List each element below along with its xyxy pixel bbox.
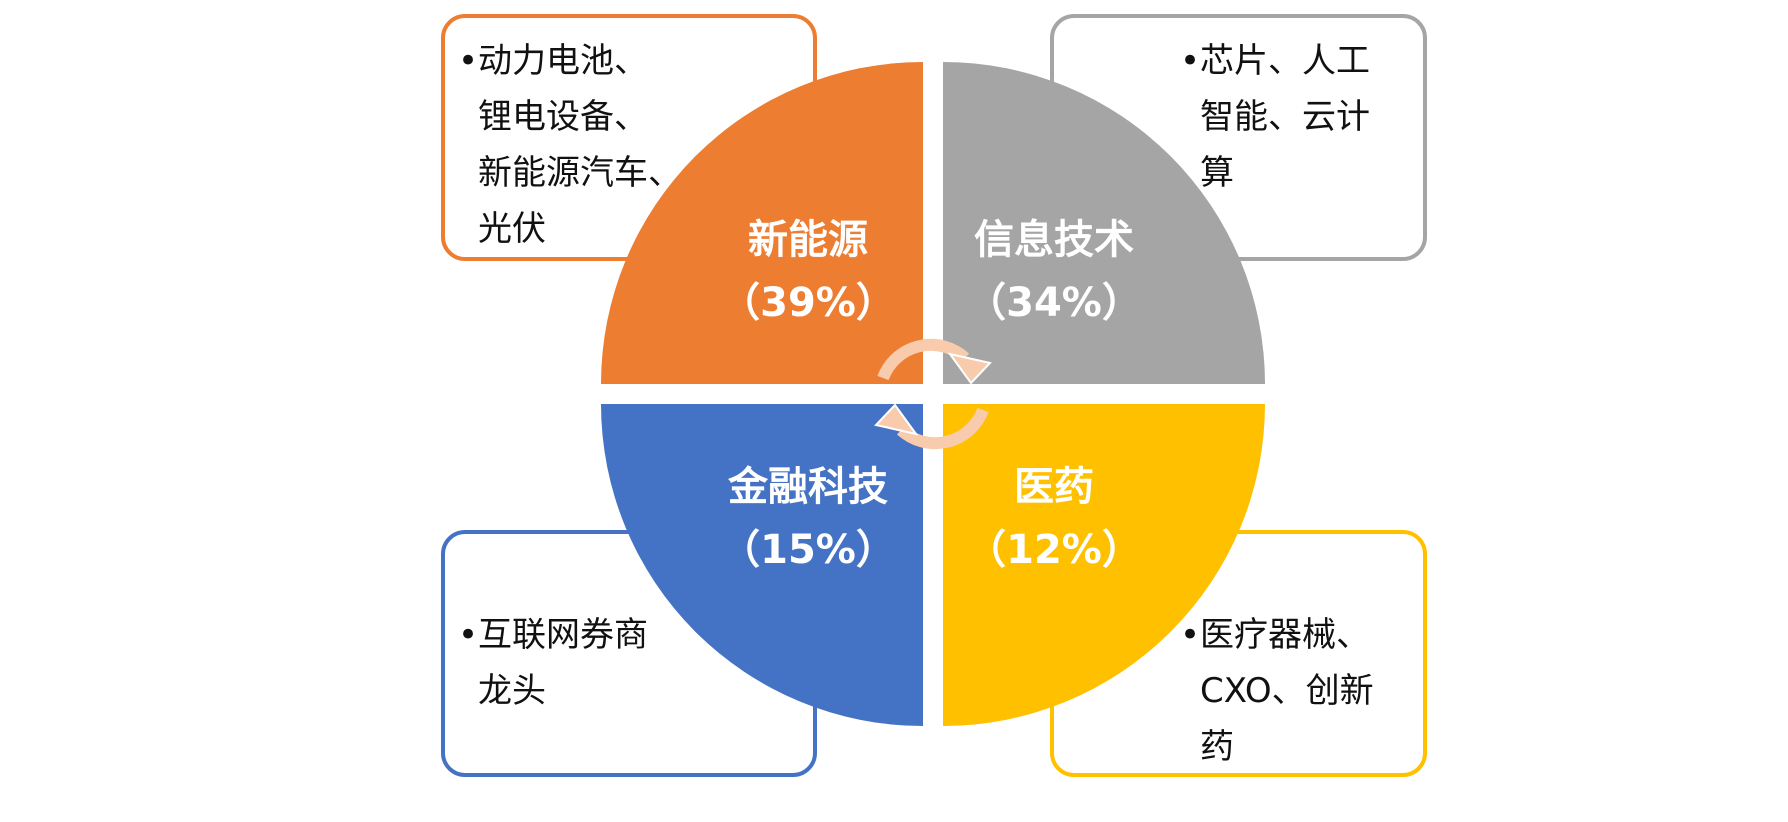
box-new-energy-line: 动力电池、 [478, 41, 648, 81]
cycle-arrow-top-head-icon [947, 352, 992, 385]
cycle-arrow-bottom-head-icon [874, 403, 919, 436]
box-info-tech-line: 芯片、人工 [1200, 41, 1370, 81]
box-info-tech-line: 算 [1200, 153, 1234, 193]
box-pharma-line: 药 [1200, 727, 1234, 767]
quadrant-fintech [601, 404, 923, 726]
quadrant-label-fintech: 金融科技 [727, 464, 888, 510]
box-pharma-line: CXO、创新 [1200, 671, 1374, 711]
box-new-energy-line: 新能源汽车、 [478, 153, 682, 193]
box-pharma-line: 医疗器械、 [1200, 615, 1370, 655]
box-fintech-line: 互联网券商 [478, 615, 648, 655]
quadrant-share-info-tech: （34%） [966, 280, 1142, 326]
quadrant-share-new-energy: （39%） [720, 280, 896, 326]
box-info-tech-bullet: • [1180, 41, 1200, 81]
box-new-energy-line: 光伏 [478, 209, 546, 249]
quadrant-label-pharma: 医药 [1014, 464, 1094, 510]
cycle-arrow-top-icon [877, 338, 970, 381]
quadrant-share-pharma: （12%） [966, 527, 1142, 573]
cycle-arrows-icon [874, 338, 992, 450]
box-info-tech-line: 智能、云计 [1200, 97, 1370, 137]
quadrant-label-new-energy: 新能源 [748, 217, 868, 263]
quadrant-pharma [943, 404, 1265, 726]
quadrant-info-tech [943, 62, 1265, 384]
box-fintech-bullet: • [458, 615, 478, 655]
box-pharma-bullet: • [1180, 615, 1200, 655]
box-new-energy-line: 锂电设备、 [478, 97, 648, 137]
quadrant-share-fintech: （15%） [720, 527, 896, 573]
cycle-arrow-bottom-icon [896, 407, 989, 450]
box-new-energy-bullet: • [458, 41, 478, 81]
quadrant-label-info-tech: 信息技术 [974, 217, 1134, 263]
box-fintech-line: 龙头 [478, 671, 546, 711]
quadrant-new-energy [601, 62, 923, 384]
